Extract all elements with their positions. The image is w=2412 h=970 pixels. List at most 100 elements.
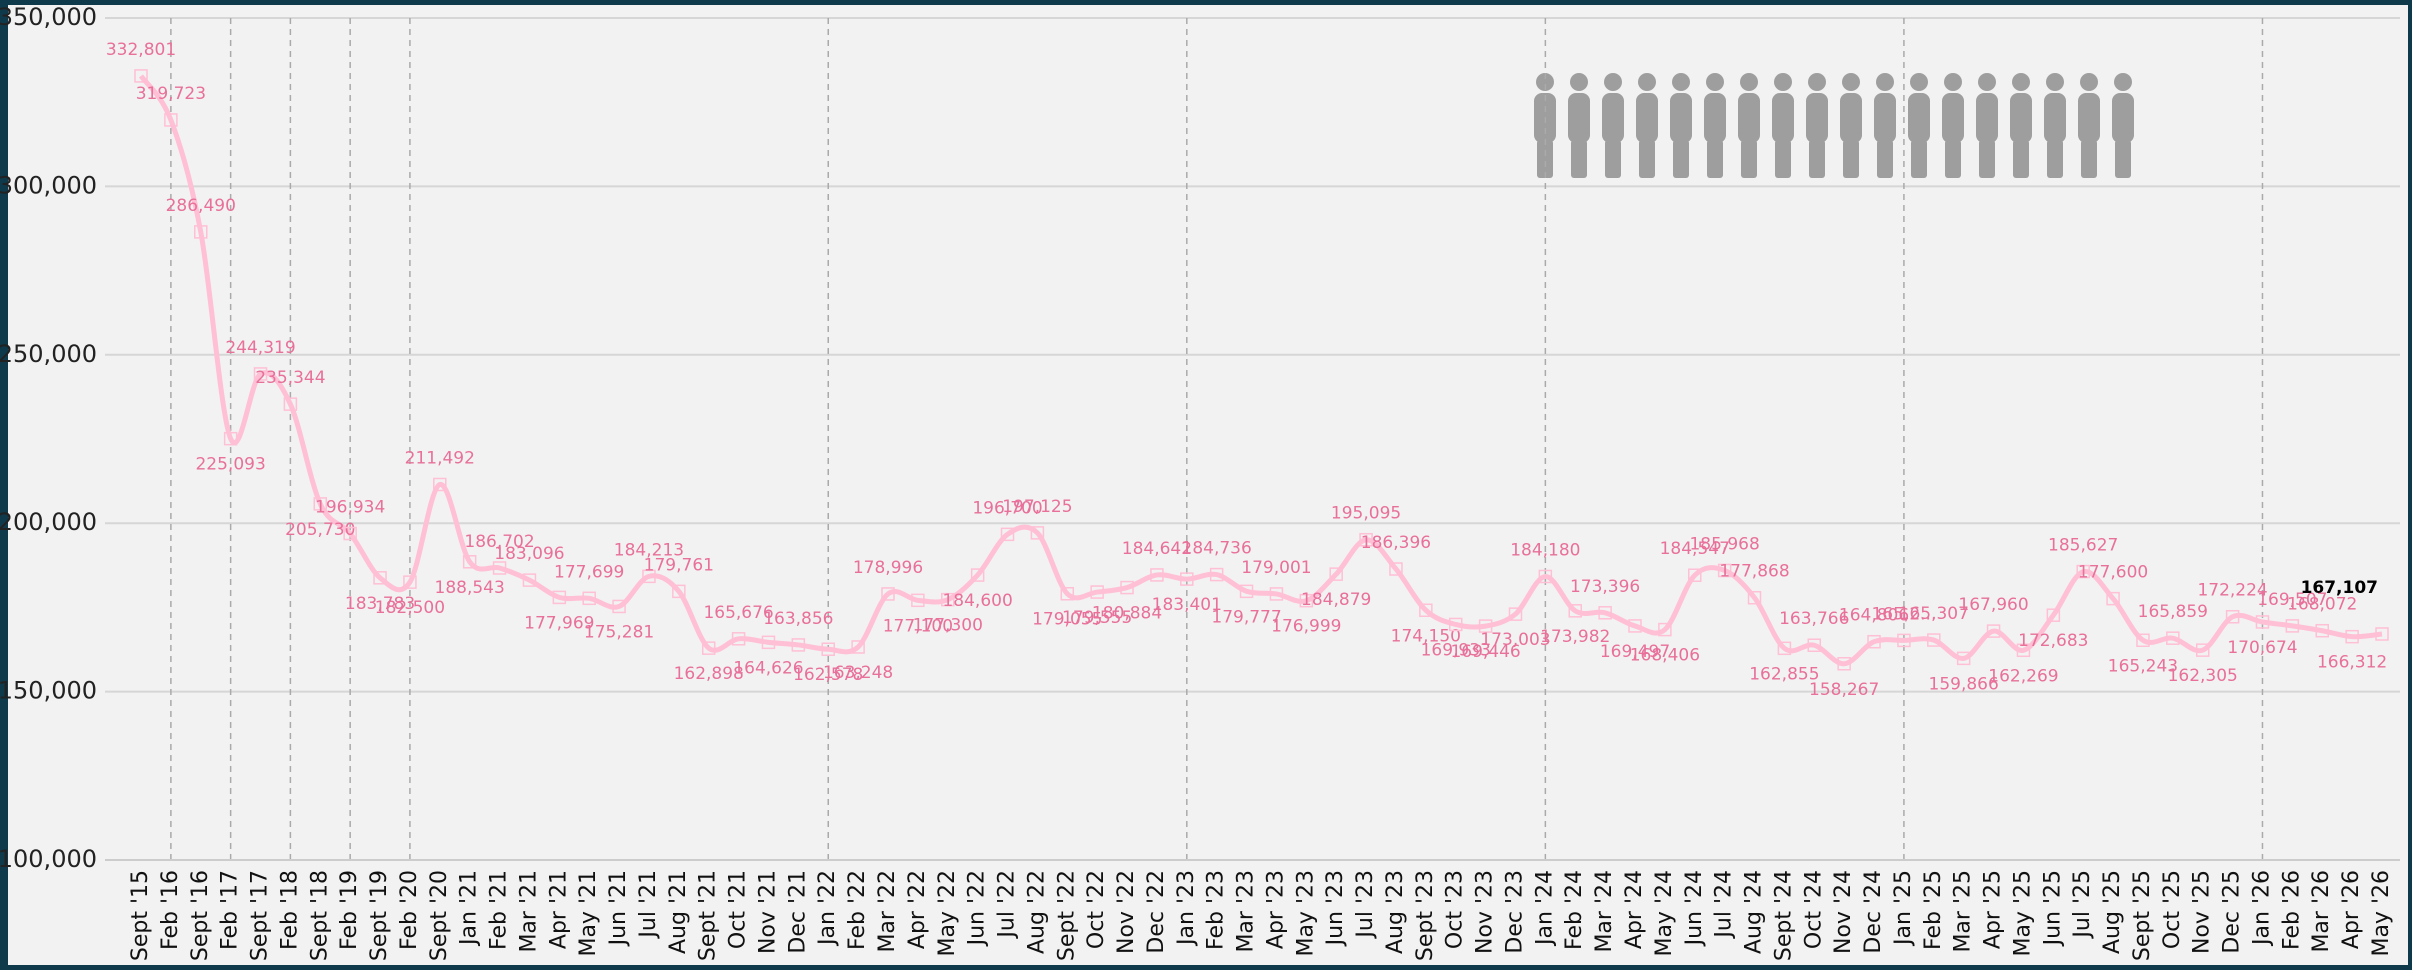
data-point [2255, 615, 2270, 629]
silhouette-head [2080, 73, 2098, 91]
x-tick-label: May '26 [2369, 870, 2394, 957]
data-label: 162,578 [793, 665, 863, 685]
silhouette-legs [1741, 140, 1757, 178]
data-point [1688, 568, 1702, 582]
data-point [1867, 634, 1881, 649]
data-point [1180, 572, 1194, 586]
data-point [433, 477, 447, 492]
silhouette-head [1706, 73, 1724, 91]
x-tick-label: Jun '23 [1323, 870, 1348, 947]
x-tick-label: Aug '24 [1742, 870, 1767, 954]
x-tick-label: Aug '23 [1383, 870, 1408, 954]
data-point [2016, 643, 2031, 658]
data-label: 319,723 [136, 84, 206, 104]
data-point [821, 642, 835, 656]
silhouette-legs [1945, 140, 1961, 178]
data-label: 332,801 [106, 40, 176, 60]
data-label: 179,777 [1211, 607, 1281, 627]
data-label: 173,003 [1480, 630, 1550, 650]
x-tick-label: Oct '25 [2160, 870, 2185, 949]
x-tick-label: Oct '24 [1801, 870, 1826, 949]
data-point [2106, 591, 2120, 606]
data-point [2225, 609, 2240, 624]
data-point [134, 69, 148, 83]
data-label: 168,406 [1630, 646, 1700, 666]
data-point [1269, 587, 1284, 601]
data-point [1419, 603, 1433, 618]
x-tick-label: Jan '22 [815, 870, 840, 947]
data-label: 178,996 [853, 558, 923, 578]
data-label: 169,497 [1600, 642, 1670, 662]
data-point [1478, 619, 1493, 633]
data-point [1598, 606, 1612, 620]
data-label: 179,761 [644, 555, 714, 575]
data-point [343, 526, 357, 541]
silhouette-body [1976, 93, 1998, 143]
silhouette-legs [1843, 140, 1859, 178]
silhouette-body [1704, 93, 1726, 143]
data-point [1807, 638, 1822, 652]
x-tick-label: Jan '23 [1174, 870, 1199, 947]
data-label: 159,866 [1929, 674, 1999, 694]
data-label: 163,248 [823, 663, 893, 683]
data-label: 165,859 [2138, 602, 2208, 622]
silhouette-head [1638, 73, 1656, 91]
silhouette-body [1738, 93, 1760, 143]
x-tick-label: Sept '23 [1413, 870, 1438, 961]
x-tick-label: Jun '24 [1682, 870, 1707, 947]
silhouette-head [1604, 73, 1622, 91]
data-point [2375, 627, 2389, 641]
data-point [1239, 584, 1254, 599]
data-label: 184,879 [1301, 590, 1371, 610]
data-point [1986, 624, 2001, 638]
data-label: 177,868 [1719, 562, 1789, 582]
data-point [851, 640, 865, 654]
y-tick-label: 150,000 [0, 677, 97, 705]
silhouette-body [1568, 93, 1590, 143]
x-tick-label: Dec '23 [1502, 870, 1527, 954]
y-tick-label: 250,000 [0, 340, 97, 368]
data-label: 163,766 [1779, 609, 1849, 629]
data-label: 164,806 [1839, 606, 1909, 626]
silhouettes [1534, 73, 2134, 178]
data-point [2166, 631, 2180, 645]
x-tick-label: Nov '22 [1114, 870, 1139, 954]
x-tick-label: Feb '24 [1562, 870, 1587, 950]
x-tick-label: Apr '22 [905, 870, 930, 949]
x-tick-label: Apr '26 [2339, 870, 2364, 949]
silhouette-legs [2047, 140, 2063, 178]
x-tick-label: May '25 [2010, 870, 2035, 957]
silhouette-head [1740, 73, 1758, 91]
x-tick-label: Sept '17 [248, 870, 273, 961]
x-tick-label: Mar '26 [2309, 870, 2334, 953]
data-point [1568, 604, 1582, 618]
silhouette-legs [1571, 140, 1587, 178]
data-label: 205,730 [285, 520, 355, 540]
data-label: 164,626 [733, 658, 803, 678]
x-tick-label: Apr '24 [1622, 870, 1647, 949]
data-label: 172,224 [2197, 581, 2267, 601]
data-point [672, 584, 686, 599]
data-point [1897, 633, 1911, 648]
x-tick-label: Apr '21 [546, 870, 571, 949]
x-tick-label: Jan '26 [2249, 870, 2274, 947]
silhouette-head [2012, 73, 2030, 91]
x-tick-label: Feb '17 [218, 870, 243, 950]
data-label: 188,543 [435, 578, 505, 598]
data-point [941, 592, 955, 607]
x-tick-label: Mar '25 [1951, 870, 1976, 953]
data-point [1030, 526, 1045, 540]
data-label: 185,627 [2048, 536, 2118, 556]
silhouette-legs [2115, 140, 2131, 178]
silhouette-body [2078, 93, 2100, 143]
silhouette-legs [1707, 140, 1723, 178]
silhouette-legs [1911, 140, 1927, 178]
data-label: 179,555 [1062, 608, 1132, 628]
data-label: 196,700 [972, 498, 1042, 518]
data-point [881, 587, 895, 601]
x-tick-label: Oct '22 [1084, 870, 1109, 949]
data-point [552, 590, 567, 605]
x-tick-label: Sept '25 [2130, 870, 2155, 961]
data-label: 211,492 [405, 448, 475, 468]
data-label: 185,968 [1689, 534, 1759, 554]
